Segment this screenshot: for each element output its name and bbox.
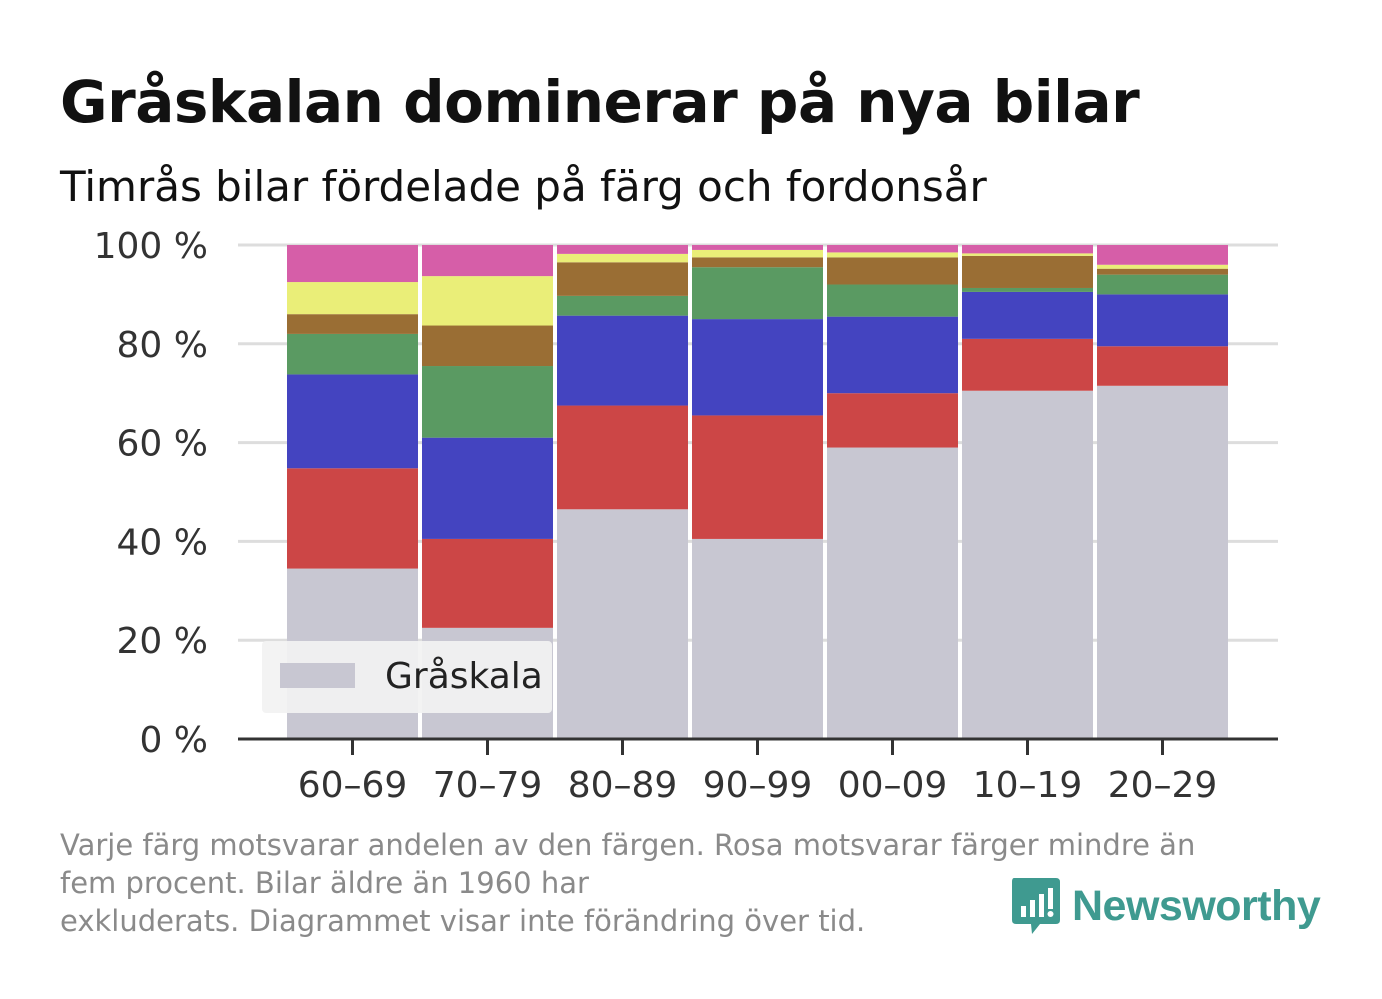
bar-segment (827, 393, 958, 448)
bar-segment (557, 245, 688, 254)
y-tick-label: 40 % (117, 522, 208, 563)
brand-name: Newsworthy (1072, 881, 1321, 930)
bar-segment (287, 282, 418, 315)
bar-segment (962, 338, 1093, 391)
bar-segment (287, 468, 418, 569)
bar-segment (827, 245, 958, 253)
bar-segment (287, 245, 418, 283)
legend-swatch (280, 663, 355, 688)
x-tick-label: 60–69 (298, 765, 408, 806)
bar-segment (1097, 346, 1228, 386)
y-tick-label: 0 % (139, 720, 208, 761)
bar-segment (962, 390, 1093, 739)
legend-label: Gråskala (385, 656, 543, 697)
bar-segment (1097, 385, 1228, 739)
footnote: Varje färg motsvarar andelen av den färg… (60, 826, 1300, 940)
bar-segment (422, 538, 553, 628)
y-tick-label: 60 % (117, 424, 208, 465)
bar-segment (422, 437, 553, 539)
bar-segment (692, 538, 823, 739)
chart-subtitle: Timrås bilar fördelade på färg och fordo… (60, 162, 987, 211)
bar-segment (1097, 268, 1228, 275)
bar-segment (962, 253, 1093, 256)
bar-segment (962, 291, 1093, 339)
bar-segment (422, 276, 553, 326)
bar-segment (1097, 264, 1228, 269)
bar-chart-speech-bubble-icon (1012, 878, 1060, 934)
legend: Gråskala (262, 641, 552, 713)
bar-segment (422, 366, 553, 438)
bar-segment (692, 245, 823, 250)
legend-box (262, 641, 552, 713)
footnote-line: fem procent. Bilar äldre än 1960 har (60, 866, 589, 900)
bar-segment (692, 249, 823, 258)
footnote-line: Varje färg motsvarar andelen av den färg… (60, 828, 1196, 862)
x-tick-label: 00–09 (838, 765, 948, 806)
bar-segment (692, 257, 823, 268)
bar-segment (287, 374, 418, 469)
bar-segment (557, 253, 688, 263)
x-tick-label: 80–89 (568, 765, 678, 806)
newsworthy-logo[interactable]: Newsworthy (1010, 876, 1321, 936)
bar-segment (557, 262, 688, 296)
bar-segment (827, 257, 958, 285)
bar-segment (1097, 274, 1228, 295)
x-tick-label: 90–99 (703, 765, 813, 806)
bar-segment (422, 245, 553, 277)
bar-segment (557, 315, 688, 406)
bar-segment (962, 287, 1093, 292)
x-tick-label: 20–29 (1108, 765, 1218, 806)
bar-segment (827, 447, 958, 739)
y-tick-label: 80 % (117, 325, 208, 366)
bar-segment (422, 325, 553, 367)
y-tick-label: 20 % (117, 621, 208, 662)
bar-segment (1097, 245, 1228, 265)
chart-title: Gråskalan dominerar på nya bilar (60, 68, 1140, 136)
bar-segment (827, 316, 958, 394)
bar-segment (692, 319, 823, 416)
footnote-line: exkluderats. Diagrammet visar inte förän… (60, 904, 866, 938)
y-tick-label: 100 % (94, 226, 208, 267)
bar-segment (1097, 294, 1228, 347)
bar-segment (962, 255, 1093, 288)
bar-segment (962, 245, 1093, 254)
bar-segment (692, 267, 823, 320)
bar-segment (827, 284, 958, 317)
bar-segment (557, 405, 688, 510)
bar-segment (692, 415, 823, 539)
x-tick-label: 10–19 (973, 765, 1083, 806)
bar-segment (827, 252, 958, 258)
bar-segment (287, 333, 418, 375)
bar-segment (287, 314, 418, 334)
bar-segment (557, 509, 688, 739)
bar-segment (557, 295, 688, 316)
x-tick-label: 70–79 (433, 765, 543, 806)
